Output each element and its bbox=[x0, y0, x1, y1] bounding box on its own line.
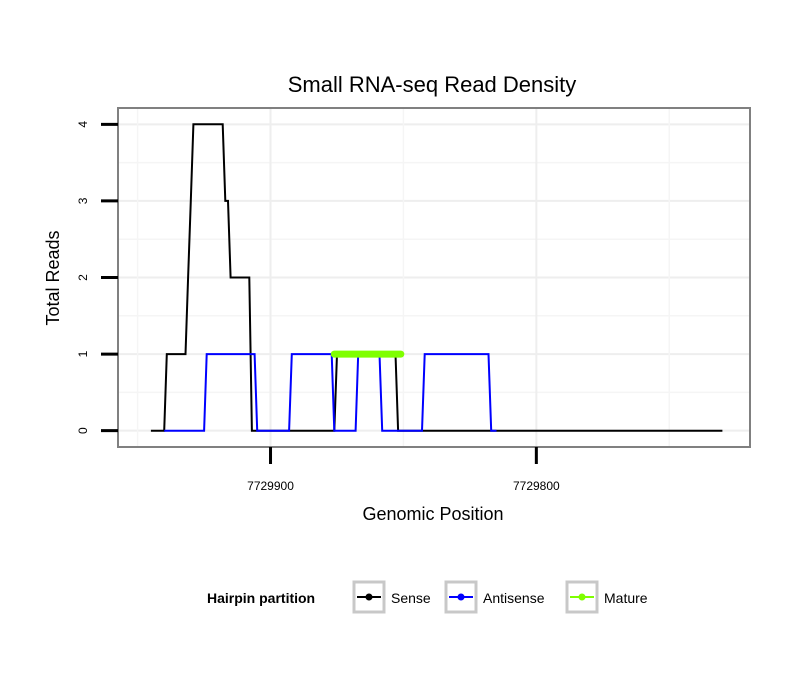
legend-label: Sense bbox=[391, 590, 431, 606]
legend-key-point bbox=[578, 593, 586, 601]
y-axis-title: Total Reads bbox=[43, 230, 63, 325]
legend-item-antisense: Antisense bbox=[444, 580, 545, 614]
legend-key-point bbox=[457, 593, 465, 601]
series-line-sense bbox=[150, 123, 723, 432]
legend-item-sense: Sense bbox=[352, 580, 431, 614]
axis-ticks: 0 1 2 3 4 7729900 7729800 bbox=[76, 121, 560, 493]
legend-key-point bbox=[365, 593, 373, 601]
series-line-antisense bbox=[164, 353, 497, 432]
x-axis-title: Genomic Position bbox=[362, 504, 503, 524]
legend-title: Hairpin partition bbox=[207, 590, 315, 606]
series-layer bbox=[150, 123, 723, 432]
legend-item-mature: Mature bbox=[565, 580, 648, 614]
y-tick-label: 1 bbox=[76, 350, 90, 357]
legend-label: Mature bbox=[604, 590, 648, 606]
y-tick-label: 2 bbox=[76, 274, 90, 281]
x-tick-label: 7729900 bbox=[247, 479, 294, 493]
y-tick-label: 3 bbox=[76, 197, 90, 204]
grid-lines bbox=[119, 109, 749, 446]
x-tick-label: 7729800 bbox=[513, 479, 560, 493]
y-tick-label: 4 bbox=[76, 121, 90, 128]
legend-label: Antisense bbox=[483, 590, 545, 606]
chart-title: Small RNA-seq Read Density bbox=[288, 72, 577, 97]
legend: Hairpin partition Sense Antisense Mature bbox=[207, 580, 648, 614]
y-tick-label: 0 bbox=[76, 427, 90, 434]
